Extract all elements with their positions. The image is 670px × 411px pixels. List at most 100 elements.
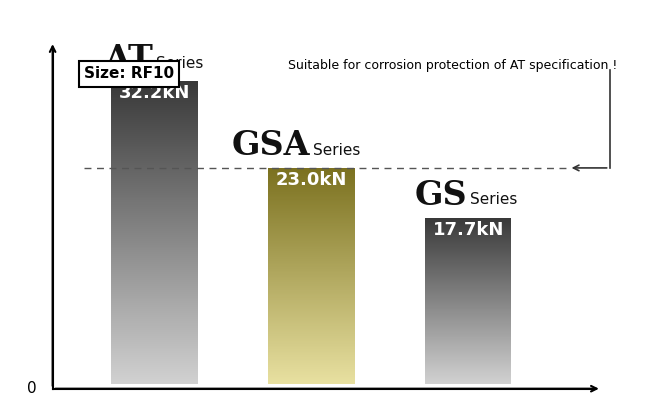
Bar	[425, 367, 511, 368]
Bar	[111, 226, 198, 227]
Bar	[425, 295, 511, 296]
Bar	[111, 284, 198, 285]
Bar	[111, 372, 198, 373]
Bar	[111, 197, 198, 199]
Bar	[425, 224, 511, 225]
Bar	[268, 300, 354, 301]
Bar	[268, 251, 354, 252]
Bar	[111, 142, 198, 143]
Bar	[268, 231, 354, 232]
Bar	[425, 355, 511, 356]
Bar	[268, 339, 354, 340]
Bar	[111, 157, 198, 158]
Bar	[111, 227, 198, 228]
Bar	[268, 234, 354, 235]
Bar	[425, 245, 511, 246]
Bar	[425, 282, 511, 283]
Bar	[425, 313, 511, 314]
Bar	[111, 135, 198, 136]
Bar	[425, 231, 511, 232]
Bar	[268, 276, 354, 277]
Bar	[268, 244, 354, 245]
Text: GSA: GSA	[231, 129, 310, 162]
Bar	[268, 202, 354, 203]
Bar	[425, 237, 511, 238]
Bar	[425, 229, 511, 230]
Bar	[268, 179, 354, 180]
Bar	[425, 324, 511, 325]
Bar	[268, 175, 354, 176]
Bar	[111, 256, 198, 257]
Bar	[111, 373, 198, 374]
Bar	[111, 380, 198, 381]
Bar	[111, 215, 198, 216]
Bar	[268, 222, 354, 223]
Bar	[268, 239, 354, 240]
Text: 0: 0	[27, 381, 37, 396]
Bar	[111, 137, 198, 138]
Bar	[111, 277, 198, 278]
Bar	[425, 255, 511, 256]
Bar	[111, 238, 198, 239]
Bar	[425, 294, 511, 295]
Bar	[111, 301, 198, 302]
Bar	[111, 206, 198, 208]
Bar	[268, 229, 354, 230]
Bar	[268, 331, 354, 332]
Bar	[268, 273, 354, 274]
Bar	[268, 227, 354, 228]
Bar	[268, 336, 354, 337]
Bar	[111, 221, 198, 222]
Bar	[111, 294, 198, 295]
Bar	[268, 345, 354, 346]
Bar	[425, 310, 511, 311]
Bar	[111, 335, 198, 336]
Bar	[268, 264, 354, 265]
Bar	[111, 361, 198, 362]
Bar	[111, 229, 198, 230]
Bar	[111, 334, 198, 335]
Bar	[111, 249, 198, 250]
Bar	[111, 177, 198, 178]
Bar	[111, 81, 198, 83]
Bar	[111, 374, 198, 375]
Bar	[111, 359, 198, 360]
Bar	[111, 134, 198, 135]
Bar	[111, 156, 198, 157]
Bar	[111, 183, 198, 185]
Bar	[111, 376, 198, 377]
Bar	[425, 259, 511, 260]
Bar	[425, 272, 511, 273]
Bar	[268, 214, 354, 215]
Bar	[425, 227, 511, 228]
Bar	[425, 321, 511, 322]
Bar	[268, 371, 354, 372]
Bar	[425, 341, 511, 342]
Bar	[111, 278, 198, 279]
Bar	[111, 242, 198, 243]
Bar	[268, 220, 354, 221]
Bar	[425, 264, 511, 265]
Bar	[425, 234, 511, 235]
Bar	[268, 296, 354, 297]
Bar	[111, 133, 198, 134]
Bar	[425, 296, 511, 297]
Bar	[111, 290, 198, 291]
Bar	[425, 381, 511, 382]
Bar	[111, 354, 198, 355]
Bar	[111, 85, 198, 87]
Bar	[268, 283, 354, 284]
Bar	[111, 271, 198, 272]
Bar	[425, 230, 511, 231]
Bar	[268, 284, 354, 285]
Bar	[425, 370, 511, 371]
Bar	[425, 223, 511, 224]
Bar	[268, 241, 354, 242]
Bar	[111, 106, 198, 107]
Bar	[268, 319, 354, 320]
Bar	[268, 169, 354, 170]
Bar	[111, 295, 198, 296]
Bar	[425, 320, 511, 321]
Bar	[268, 297, 354, 298]
Bar	[111, 162, 198, 163]
